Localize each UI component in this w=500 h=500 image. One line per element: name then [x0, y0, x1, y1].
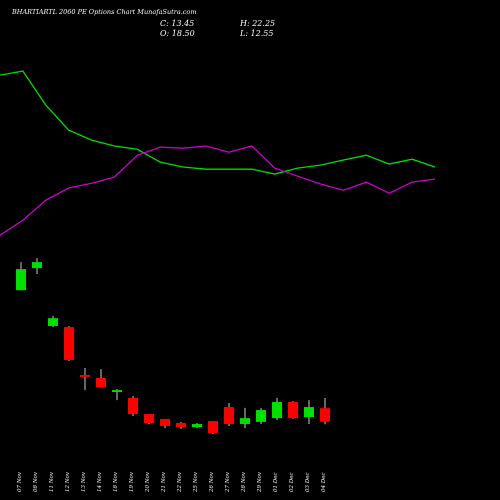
- x-tick-label: 28 Nov: [241, 471, 247, 493]
- indicator-line: [0, 145, 436, 236]
- candle-body: [64, 327, 74, 360]
- candle-body: [80, 375, 90, 377]
- candle-body: [32, 262, 42, 269]
- x-tick-label: 07 Nov: [17, 471, 23, 492]
- candle-body: [256, 410, 266, 422]
- x-tick-label: 01 Dec: [273, 473, 279, 493]
- x-tick-label: 20 Nov: [145, 471, 151, 493]
- candle-body: [272, 401, 282, 419]
- high-label: H: 22.25: [239, 19, 275, 28]
- indicator-line: [0, 70, 436, 175]
- x-tick-label: 12 Nov: [65, 471, 71, 492]
- x-tick-label: 27 Nov: [225, 471, 231, 493]
- x-tick-label: 18 Nov: [113, 471, 119, 492]
- x-tick-label: 14 Nov: [97, 471, 103, 492]
- candle-body: [192, 424, 202, 428]
- candle-body: [208, 421, 218, 433]
- candle-body: [240, 418, 250, 425]
- candle-body: [112, 390, 122, 392]
- x-tick-label: 03 Dec: [305, 473, 311, 493]
- candle-body: [16, 269, 26, 291]
- x-tick-label: 29 Nov: [257, 471, 263, 493]
- candle-body: [96, 377, 106, 388]
- x-tick-label: 02 Dec: [289, 473, 295, 493]
- candle-body: [224, 407, 234, 425]
- chart-title: BHARTIARTL 2060 PE Options Chart MunafaS…: [11, 8, 197, 16]
- x-tick-label: 11 Nov: [49, 471, 55, 492]
- candle-body: [176, 422, 186, 428]
- candle-body: [48, 318, 58, 326]
- candle-body: [128, 397, 138, 415]
- candle-body: [304, 407, 314, 418]
- x-tick-label: 26 Nov: [209, 471, 215, 493]
- x-tick-label: 08 Nov: [33, 471, 39, 492]
- x-tick-label: 25 Nov: [193, 471, 199, 493]
- candle-body: [160, 418, 170, 426]
- x-tick-label: 04 Dec: [321, 473, 327, 493]
- low-label: L: 12.55: [239, 29, 273, 38]
- open-label: O: 18.50: [160, 29, 195, 38]
- candle-body: [144, 414, 154, 423]
- candle-body: [320, 408, 330, 422]
- x-tick-label: 19 Nov: [129, 471, 135, 492]
- close-label: C: 13.45: [160, 19, 194, 28]
- x-tick-label: 21 Nov: [161, 471, 167, 493]
- candle-body: [288, 401, 298, 419]
- x-tick-label: 22 Nov: [177, 471, 183, 493]
- x-tick-label: 13 Nov: [81, 471, 87, 492]
